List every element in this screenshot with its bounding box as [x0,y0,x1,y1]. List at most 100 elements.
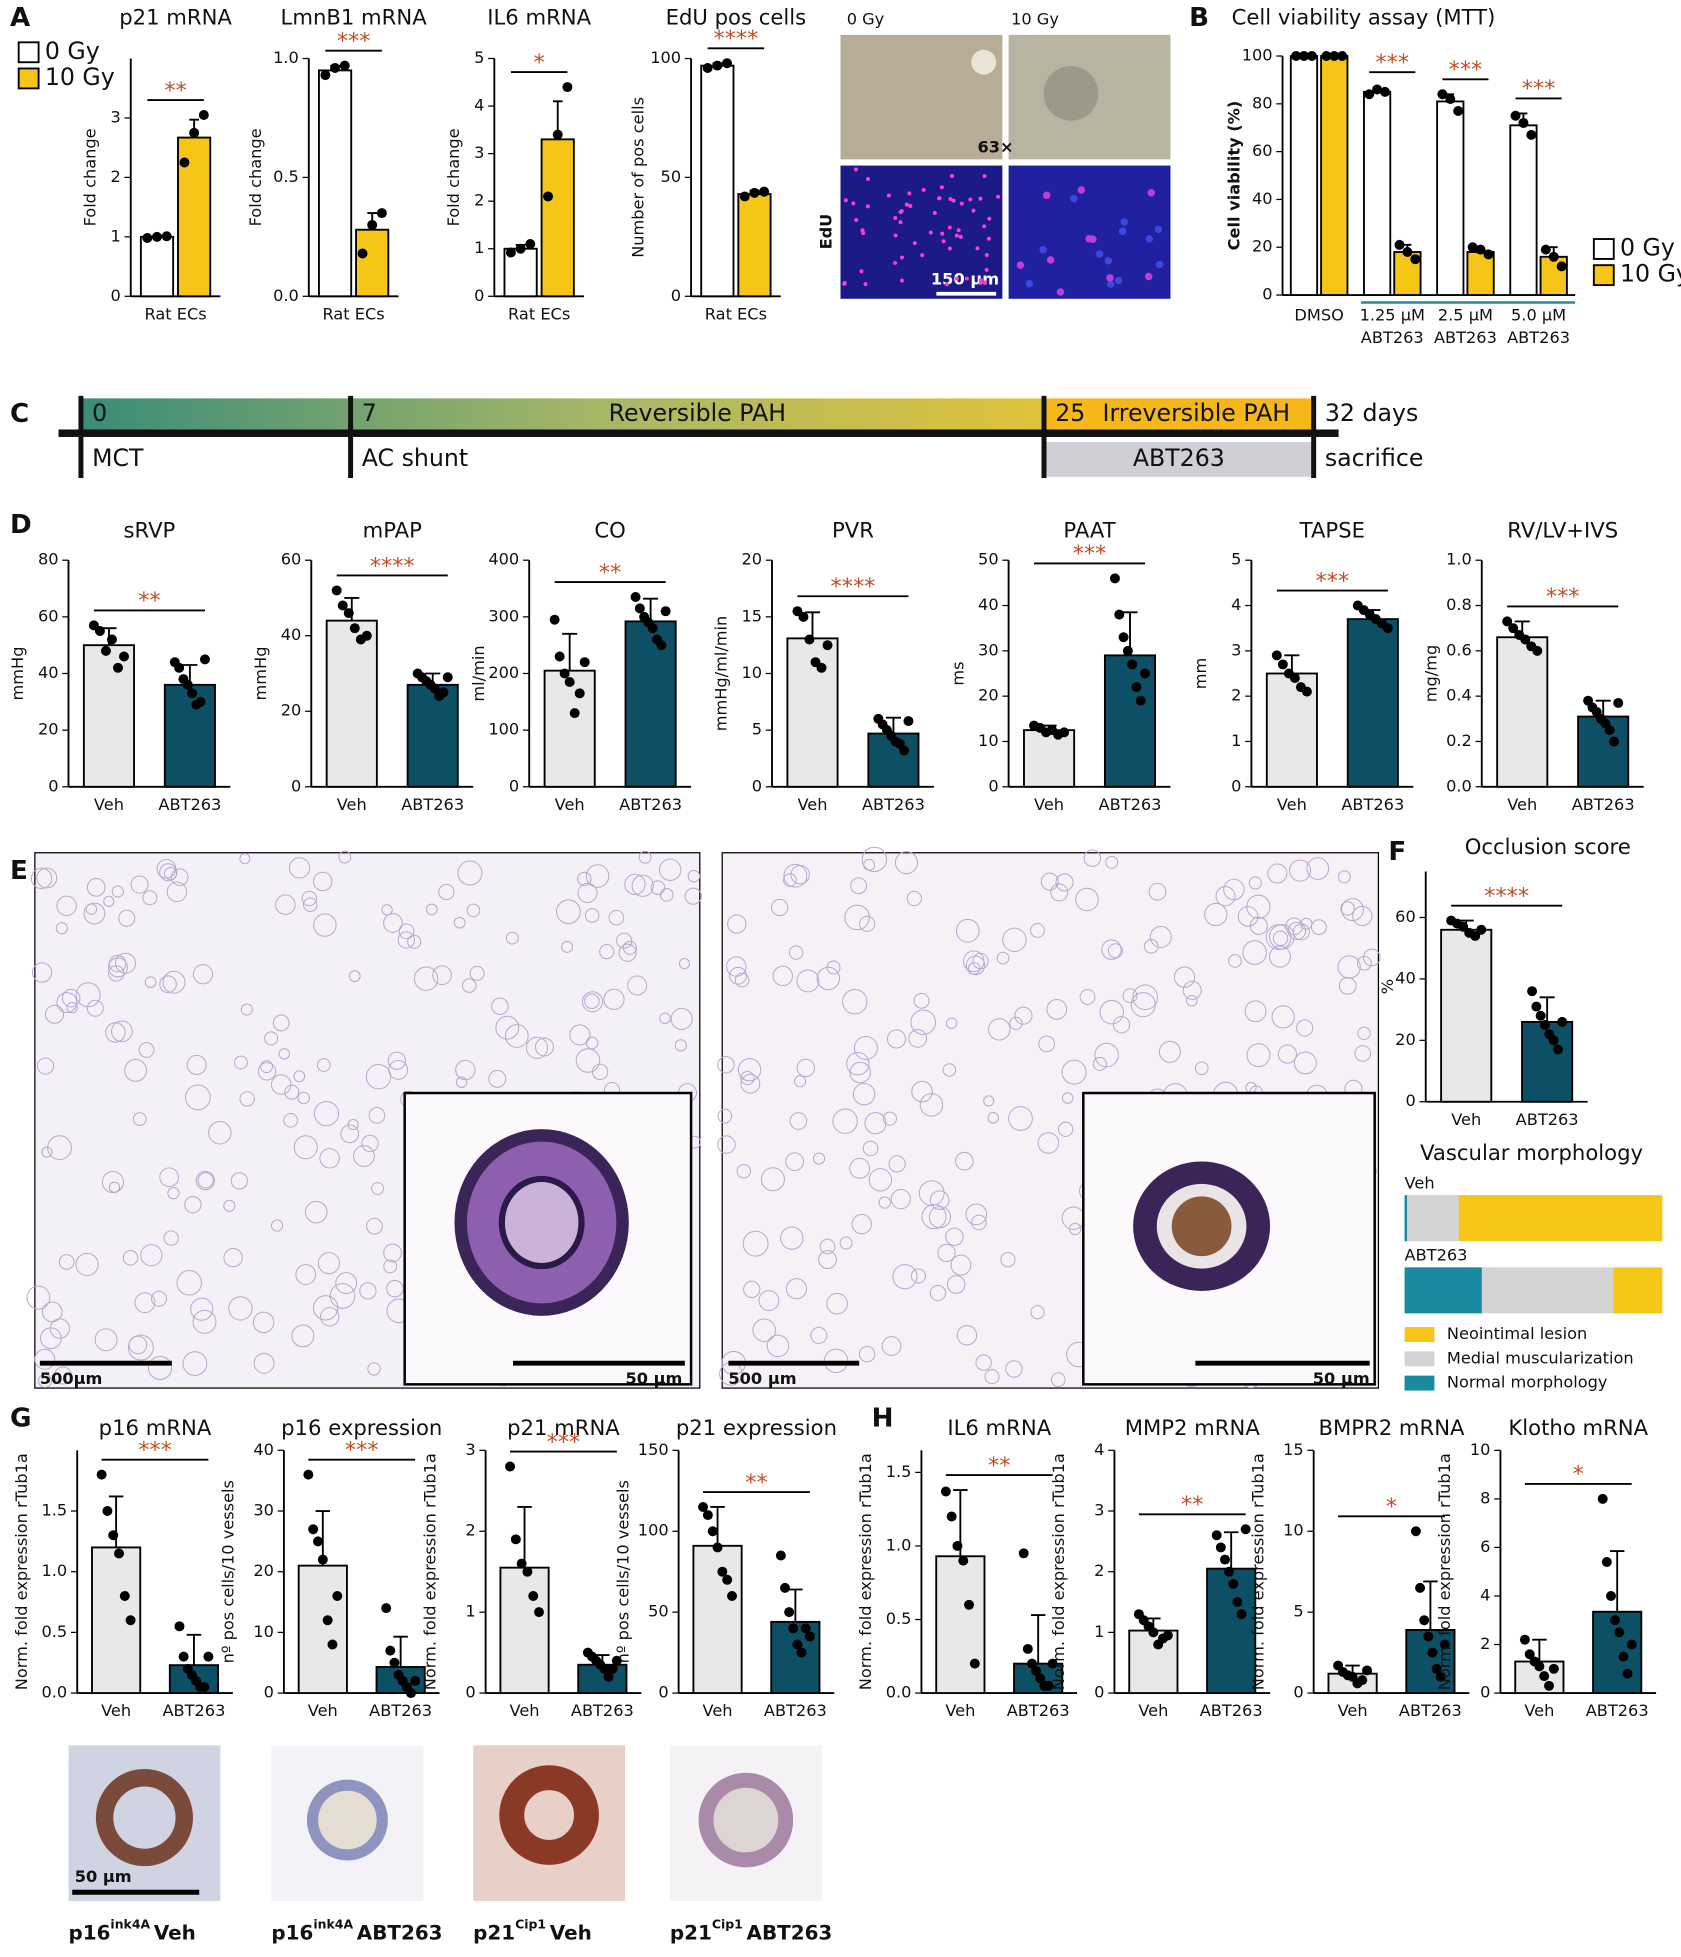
y-tick-label: 0 [465,1683,475,1702]
alveolus [1000,1252,1016,1268]
alveolus [772,965,793,987]
nucleus [928,230,933,235]
alveolus [190,1297,214,1321]
vessel [95,1769,194,1867]
data-point [630,592,641,603]
x-tick-label: Veh [1277,795,1307,814]
data-point [1362,1665,1373,1676]
alveolus [127,1334,154,1361]
nucleus [950,174,955,179]
data-point [1539,1671,1550,1682]
alveolus [794,1075,807,1088]
alveolus [844,904,870,931]
y-tick-label: 0 [110,286,120,305]
alveolus [1311,919,1327,936]
nucleus [947,246,952,251]
alveolus [946,1275,966,1294]
alveolus [397,931,415,949]
data-point [331,585,342,596]
data-point [102,1506,113,1516]
data-point [1470,930,1481,941]
alveolus [111,1020,133,1043]
data-point [1321,51,1332,62]
alveolus [796,969,820,993]
alveolus [1075,887,1099,912]
alveolus [525,1036,549,1059]
y-tick-label: 40 [281,625,302,644]
y-axis-label: Norm. fold expression rTub1a [1248,1453,1267,1690]
data-point [1622,1668,1633,1679]
data-point [327,1639,338,1650]
alveolus [101,1170,125,1194]
alveolus [270,1219,284,1232]
error-bar [562,632,578,671]
nucleus [971,208,976,213]
significance-label: *** [1316,568,1350,594]
data-point [337,600,348,611]
image-label: 0 Gy [847,9,885,28]
significance-label: ** [745,1470,767,1496]
x-tick-label: ABT263 [1586,1701,1649,1720]
y-tick-label: 100 [488,720,519,739]
alveolus [159,1167,179,1188]
alveolus [239,853,251,865]
y-tick-label: 80 [38,550,59,569]
significance-label: **** [713,26,758,52]
y-tick-label: 0 [1405,1091,1415,1110]
alveolus [1338,977,1357,995]
data-point [722,1574,733,1585]
data-point [505,1461,516,1472]
vessel [698,1772,794,1868]
data-point [1476,924,1487,935]
error-bar [1223,1531,1239,1569]
x-tick-label: ABT263 [369,1701,432,1720]
nucleus [978,196,983,201]
scale-label: 50 µm [75,1867,132,1886]
alveolus [86,999,104,1017]
y-tick-label: 0 [1094,1683,1104,1702]
alveolus [758,1290,780,1311]
alveolus [1292,923,1310,941]
data-point [332,1590,343,1601]
alveolus [504,1024,529,1048]
chart-title: RV/LV+IVS [1507,518,1618,543]
alveolus [862,1140,879,1157]
edu-image [840,165,1003,299]
alveolus [942,1063,957,1077]
chart-title: p16 expression [281,1415,442,1440]
chart-title: p16 mRNA [99,1415,212,1440]
alveolus [159,975,177,994]
y-tick-label: 1.0 [273,48,299,67]
nucleus [860,228,865,233]
x-tick-label: ABT263 [1200,1701,1263,1720]
alveolus [353,1145,375,1167]
caption-sup: Cip1 [515,1916,546,1931]
nucleus [893,260,898,265]
x-tick-label: Veh [510,1701,540,1720]
alveolus [239,1091,255,1107]
alveolus [184,1195,202,1214]
y-tick-label: 4 [474,96,484,115]
data-point [389,1657,400,1668]
chart-title: p21 mRNA [119,5,232,30]
alveolus [832,1108,858,1134]
data-point [660,606,671,617]
x-tick-label: Rat ECs [144,304,206,323]
data-point [1548,1663,1559,1674]
chart-title: Occlusion score [1465,834,1631,859]
y-tick-label: 15 [741,606,762,625]
alveolus [849,1157,871,1179]
significance-label: *** [138,1437,172,1463]
error-bar [1539,996,1555,1022]
alveolus [398,923,415,940]
panel-label: G [10,1404,31,1434]
data-point [381,1603,392,1614]
alveolus [852,1082,876,1106]
y-tick-label: 5 [474,48,484,67]
alveolus [313,1100,340,1127]
y-tick-label: 30 [978,640,999,659]
y-axis-label: Norm. fold expression rTub1a [420,1453,439,1690]
data-point [1453,106,1464,116]
alveolus [103,895,115,907]
y-tick-label: 1.5 [42,1501,68,1520]
